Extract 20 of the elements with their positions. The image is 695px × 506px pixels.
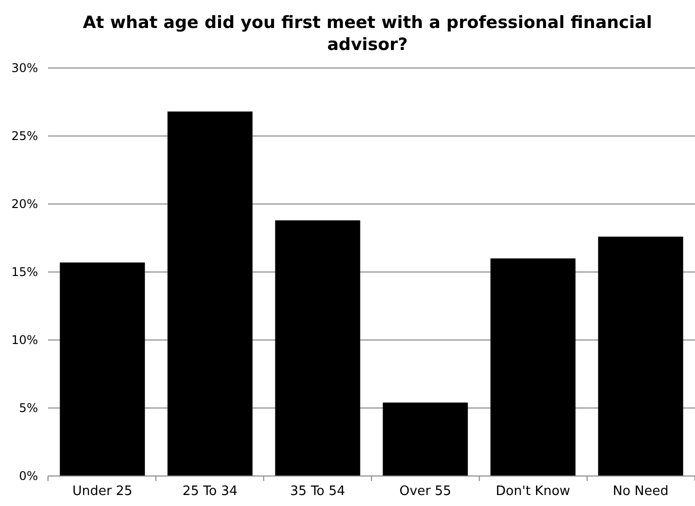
x-tick-label: 35 To 54 [290, 484, 346, 499]
y-tick-label: 25% [11, 129, 38, 144]
bar [490, 258, 576, 476]
x-tick-label: Don't Know [496, 484, 571, 499]
x-tick-label: Over 55 [399, 484, 452, 499]
y-tick-label: 10% [11, 333, 38, 348]
y-tick-label: 15% [11, 265, 38, 280]
bar [167, 112, 253, 476]
chart-title: At what age did you first meet with a professional financial advisor? [82, 13, 652, 55]
bar [275, 220, 360, 476]
bar [60, 262, 145, 476]
y-tick-label: 20% [11, 197, 38, 212]
y-tick-label: 0% [18, 469, 38, 484]
y-tick-label: 5% [18, 401, 38, 416]
x-tick-label: 25 To 34 [182, 484, 238, 499]
x-tick-label: Under 25 [72, 484, 132, 499]
x-tick-label: No Need [612, 484, 669, 499]
bar [382, 402, 468, 476]
bar [598, 236, 684, 476]
y-tick-label: 30% [11, 61, 38, 76]
